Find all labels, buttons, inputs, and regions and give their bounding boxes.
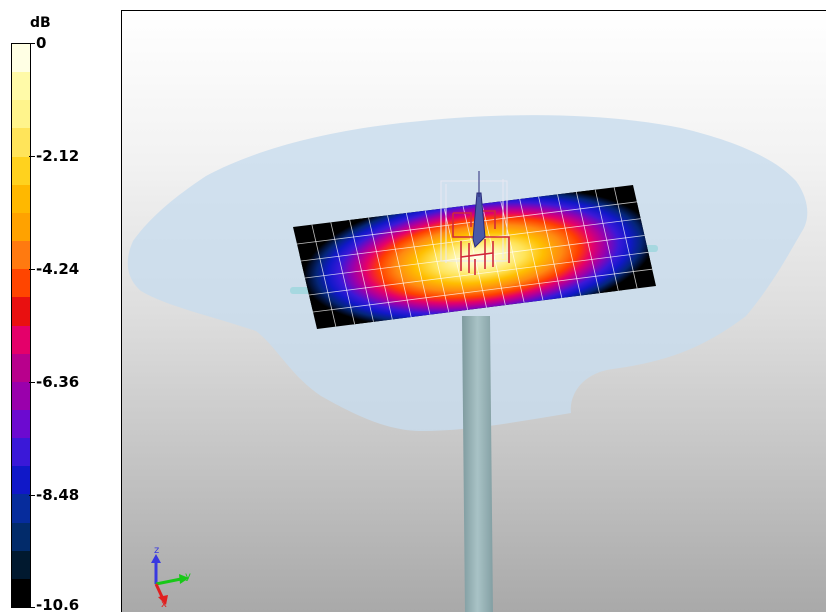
legend-color-band xyxy=(12,409,30,439)
legend-color-band xyxy=(12,72,30,101)
heatmap-panel xyxy=(293,185,656,329)
mast-pole xyxy=(462,316,493,612)
axis-label-x: x xyxy=(161,599,167,610)
heatmap-grid xyxy=(296,187,653,327)
legend-tick-label: 0 xyxy=(36,34,47,52)
axis-triad: z y x xyxy=(151,545,191,610)
grid-line xyxy=(308,251,649,296)
radiation-scene[interactable]: z y x xyxy=(122,11,826,612)
3d-viewport[interactable]: z y x xyxy=(121,10,826,612)
legend-color-band xyxy=(12,184,30,214)
color-scale-bar xyxy=(11,43,31,608)
legend-color-band xyxy=(12,381,30,411)
legend-color-band xyxy=(12,128,30,158)
legend-color-band xyxy=(12,269,30,298)
legend-color-band xyxy=(12,297,30,327)
grid-line xyxy=(296,201,637,245)
legend-color-band xyxy=(12,241,30,270)
legend-color-band xyxy=(12,212,30,242)
grid-line xyxy=(304,235,645,279)
legend-color-band xyxy=(12,325,30,355)
legend-tick-label: -8.48 xyxy=(36,486,80,504)
grid-line xyxy=(312,268,653,313)
grid-line xyxy=(300,218,641,262)
legend-tick-mark xyxy=(29,269,35,270)
legend-color-band xyxy=(12,353,30,383)
legend-color-band xyxy=(12,156,30,186)
legend-tick-mark xyxy=(29,495,35,496)
legend-color-band xyxy=(12,494,30,524)
legend-tick-mark xyxy=(29,156,35,157)
legend-tick-mark xyxy=(29,382,35,383)
legend-color-band xyxy=(12,522,30,552)
legend-color-band xyxy=(12,466,30,495)
legend-tick-label: -4.24 xyxy=(36,260,80,278)
legend-tick-mark xyxy=(29,43,35,44)
legend-color-band xyxy=(12,578,30,608)
legend-color-band xyxy=(12,438,30,467)
legend-tick-label: -6.36 xyxy=(36,373,80,391)
axis-label-z: z xyxy=(154,545,159,556)
color-scale-legend: dB 0 -2.12 -4.24 -6.36 -8.48 -10.6 xyxy=(0,0,118,614)
legend-unit-label: dB xyxy=(30,15,51,31)
antenna-model xyxy=(440,171,510,275)
legend-tick-label: -2.12 xyxy=(36,147,80,165)
connector-pin-left xyxy=(290,287,310,294)
axis-label-y: y xyxy=(185,571,191,582)
legend-color-band xyxy=(12,44,30,73)
legend-color-band xyxy=(12,550,30,580)
legend-color-band xyxy=(12,100,30,130)
legend-tick-label: -10.6 xyxy=(36,596,80,614)
legend-tick-mark xyxy=(29,607,35,608)
